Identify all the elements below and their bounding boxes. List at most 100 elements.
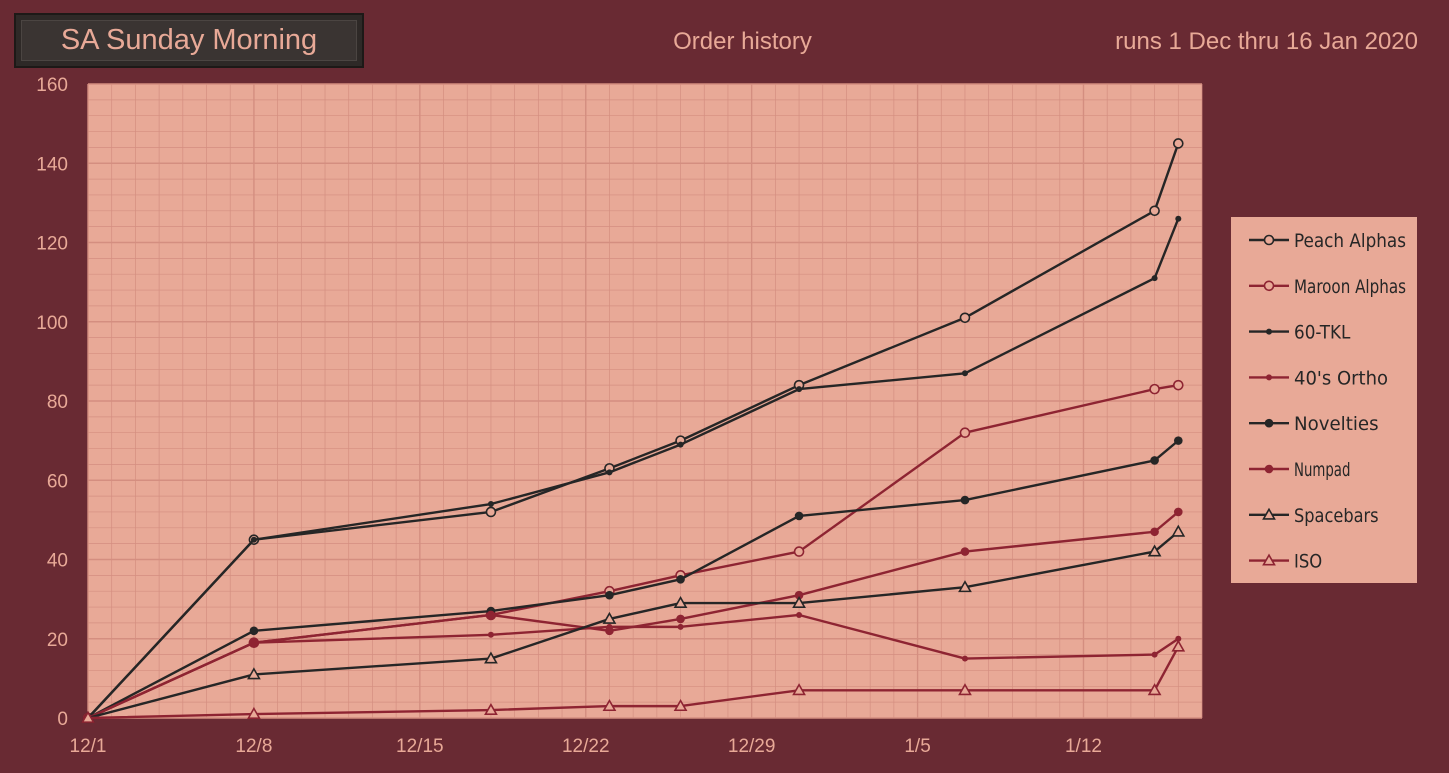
y-tick-label: 100 — [36, 313, 68, 334]
data-point-peach-alphas — [959, 312, 971, 324]
data-point-maroon-alphas — [1149, 383, 1160, 395]
series-group — [81, 138, 1186, 724]
data-point-iso — [247, 706, 261, 719]
x-tick-label: 12/1 — [70, 736, 107, 757]
y-tick-label: 160 — [36, 75, 68, 96]
data-point-novelties — [676, 575, 685, 584]
legend-swatch-marker — [1262, 507, 1276, 520]
data-point-novelties — [1173, 436, 1183, 445]
legend-item-spacebars: Spacebars — [1249, 505, 1379, 527]
legend-item-peach-alphas: Peach Alphas — [1249, 230, 1406, 252]
y-tick-label: 40 — [47, 551, 68, 572]
legend-label: Peach Alphas — [1294, 230, 1406, 252]
data-point-numpad — [486, 610, 496, 620]
data-point-60-tkl — [1151, 275, 1158, 282]
legend-item-iso: ISO — [1249, 551, 1322, 573]
data-point-iso — [1147, 683, 1162, 696]
y-tick-label: 140 — [36, 154, 68, 175]
data-point-40-s-ortho — [677, 623, 684, 630]
x-tick-label: 12/22 — [562, 736, 610, 757]
data-point-maroon-alphas — [1172, 379, 1184, 391]
series-numpad — [83, 507, 1183, 723]
data-point-40-s-ortho — [1151, 651, 1158, 658]
legend-swatch-marker — [1264, 418, 1274, 428]
data-point-iso — [792, 683, 806, 696]
data-point-iso — [81, 710, 95, 723]
x-tick-label: 12/8 — [235, 736, 272, 757]
data-point-spacebars — [484, 651, 498, 664]
data-point-iso — [673, 699, 688, 712]
legend-label: 40's Ortho — [1294, 367, 1388, 389]
grid — [87, 83, 1203, 719]
data-point-40-s-ortho — [796, 611, 803, 618]
data-point-novelties — [794, 511, 804, 521]
data-point-iso — [958, 683, 972, 696]
legend-swatch-marker — [1263, 280, 1275, 292]
legend-item-numpad: Numpad — [1249, 459, 1350, 481]
chart-title: Order history — [673, 28, 812, 55]
legend-label: Novelties — [1294, 413, 1379, 435]
legend-swatch-marker — [1266, 374, 1272, 381]
data-point-60-tkl — [796, 386, 803, 393]
app-title: SA Sunday Morning — [60, 24, 318, 56]
data-point-novelties — [605, 590, 614, 600]
data-point-peach-alphas — [1149, 205, 1160, 217]
data-point-spacebars — [792, 595, 806, 609]
legend-swatch-marker — [1264, 464, 1274, 474]
data-point-60-tkl — [1175, 215, 1182, 222]
x-tick-label: 12/29 — [728, 736, 776, 757]
x-tick-label: 1/5 — [904, 736, 930, 757]
y-tick-label: 80 — [47, 392, 68, 413]
legend-swatch-marker — [1266, 328, 1272, 335]
series-40-s-ortho — [85, 611, 1182, 721]
data-point-spacebars — [1171, 524, 1186, 537]
data-point-numpad — [676, 614, 685, 624]
data-point-spacebars — [1147, 544, 1162, 557]
data-point-60-tkl — [961, 370, 968, 377]
app-title-box: SA Sunday Morning — [14, 13, 364, 68]
data-point-maroon-alphas — [959, 427, 971, 439]
data-point-40-s-ortho — [487, 631, 494, 638]
y-tick-label: 0 — [57, 709, 68, 730]
legend: Peach Alphas Maroon Alphas 60-TKL 40's Orth… — [1231, 217, 1417, 583]
data-point-novelties — [1150, 456, 1159, 465]
data-point-iso — [484, 702, 498, 716]
y-tick-label: 20 — [47, 630, 68, 651]
data-point-novelties — [960, 495, 970, 505]
legend-swatch-marker — [1263, 234, 1275, 246]
data-point-peach-alphas — [1172, 138, 1184, 149]
data-point-numpad — [605, 626, 614, 636]
data-point-iso — [1171, 639, 1186, 652]
data-point-numpad — [960, 547, 970, 556]
series-iso — [81, 639, 1186, 723]
x-tick-label: 1/12 — [1065, 736, 1102, 757]
legend-label: ISO — [1294, 551, 1322, 573]
y-tick-label: 120 — [36, 234, 68, 255]
y-tick-label: 60 — [47, 471, 68, 492]
legend-label: 60-TKL — [1294, 322, 1351, 344]
data-point-spacebars — [958, 580, 972, 593]
legend-box — [1231, 217, 1417, 583]
legend-label: Numpad — [1294, 459, 1350, 481]
data-point-60-tkl — [250, 536, 257, 543]
legend-item-40-s-ortho: 40's Ortho — [1249, 367, 1388, 389]
x-axis: 12/1 12/8 12/15 12/22 12/29 1/5 1/12 — [70, 736, 1102, 757]
data-point-40-s-ortho — [1175, 635, 1182, 642]
legend-item-maroon-alphas: Maroon Alphas — [1249, 276, 1406, 298]
data-point-60-tkl — [606, 469, 613, 476]
data-point-60-tkl — [677, 441, 684, 448]
data-point-60-tkl — [487, 501, 494, 508]
data-point-peach-alphas — [485, 506, 497, 518]
data-point-iso — [602, 699, 617, 712]
data-point-maroon-alphas — [793, 546, 805, 557]
data-point-numpad — [1150, 527, 1159, 537]
data-point-40-s-ortho — [961, 655, 968, 662]
legend-label: Maroon Alphas — [1294, 276, 1406, 298]
data-point-numpad — [249, 638, 259, 648]
x-tick-label: 12/15 — [396, 736, 444, 757]
legend-swatch-marker — [1262, 553, 1276, 566]
legend-item-novelties: Novelties — [1249, 413, 1379, 435]
data-point-numpad — [794, 590, 804, 600]
y-axis: 0 20 40 60 80 100 120 140 160 — [36, 75, 68, 730]
